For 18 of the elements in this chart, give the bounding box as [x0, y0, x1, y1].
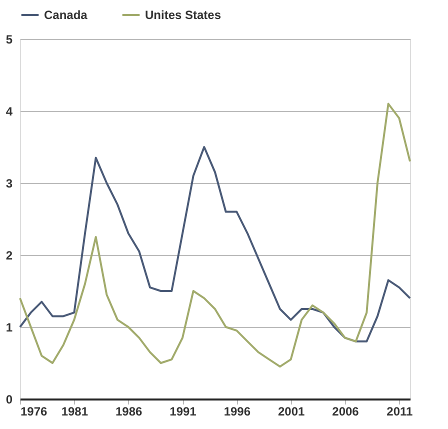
x-tick-label: 1986 — [115, 404, 143, 418]
x-tick-label: 2011 — [386, 404, 414, 418]
line-series — [19, 102, 411, 368]
x-tick-label: 1976 — [20, 404, 48, 418]
y-tick-label: 3 — [6, 176, 13, 190]
legend-label: Canada — [44, 8, 88, 22]
x-tick-label: 2006 — [332, 404, 360, 418]
y-tick-label: 2 — [6, 248, 13, 262]
x-tick-label: 1996 — [224, 404, 251, 418]
x-tick-label: 1981 — [61, 404, 88, 418]
y-tick-label: 4 — [6, 104, 13, 118]
y-tick-label: 0 — [6, 392, 13, 406]
legend-label: Unites States — [145, 8, 222, 22]
x-tick-label: 1991 — [170, 404, 197, 418]
x-tick-label: 2001 — [278, 404, 306, 418]
line-series — [19, 146, 411, 342]
y-tick-label: 1 — [6, 320, 13, 334]
y-tick-label: 5 — [6, 32, 13, 46]
